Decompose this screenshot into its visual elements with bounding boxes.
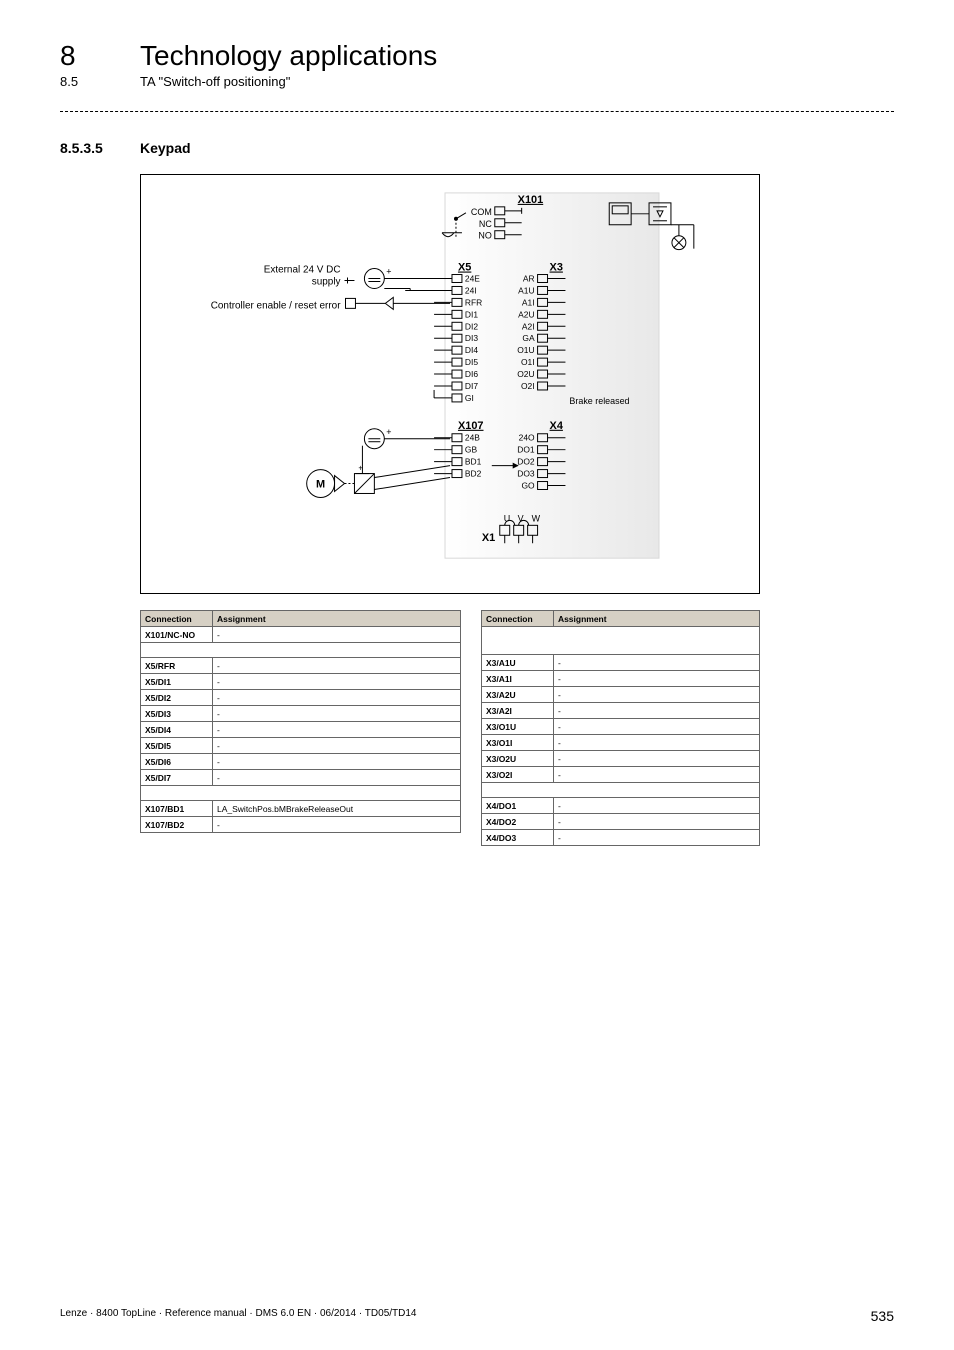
table-row: X3/O1U- [481, 719, 759, 735]
svg-text:Controller enable / reset erro: Controller enable / reset error [211, 300, 341, 311]
table-row: X101/NC-NO- [141, 627, 461, 643]
svg-text:A1U: A1U [518, 285, 534, 295]
connection-tables: Connection Assignment X101/NC-NO- X5/RFR… [140, 610, 760, 846]
svg-text:supply: supply [312, 276, 341, 287]
table-row: X5/RFR- [141, 658, 461, 674]
svg-text:GA: GA [522, 333, 535, 343]
subsection-number: 8.5.3.5 [60, 140, 140, 156]
subsection-header: 8.5.3.5 Keypad [60, 140, 894, 156]
svg-text:BD1: BD1 [465, 457, 482, 467]
table-row: X3/A1U- [481, 655, 759, 671]
th-connection: Connection [141, 611, 213, 627]
table-row: X3/A2U- [481, 687, 759, 703]
svg-text:DO3: DO3 [517, 469, 535, 479]
svg-text:NO: NO [478, 231, 491, 241]
section-title: TA "Switch-off positioning" [140, 74, 290, 89]
svg-text:NC: NC [479, 219, 492, 229]
page-footer: Lenze · 8400 TopLine · Reference manual … [60, 1308, 894, 1324]
svg-text:X107: X107 [458, 420, 484, 432]
svg-text:24O: 24O [519, 433, 535, 443]
svg-text:Brake released: Brake released [569, 396, 629, 406]
svg-text:24I: 24I [465, 285, 477, 295]
right-table: Connection Assignment X3/A1U-X3/A1I-X3/A… [481, 610, 760, 846]
svg-text:O2U: O2U [517, 369, 534, 379]
table-row: X4/DO1- [481, 798, 759, 814]
chapter-title: Technology applications [140, 40, 437, 72]
svg-text:X4: X4 [550, 420, 564, 432]
svg-text:GI: GI [465, 393, 474, 403]
svg-text:X3: X3 [550, 262, 563, 274]
svg-text:External 24 V DC: External 24 V DC [264, 265, 341, 276]
svg-text:A1I: A1I [522, 297, 535, 307]
svg-text:DO1: DO1 [517, 445, 535, 455]
table-row: X107/BD2- [141, 817, 461, 833]
svg-text:DI3: DI3 [465, 333, 478, 343]
svg-text:O2I: O2I [521, 381, 535, 391]
svg-text:+: + [386, 267, 391, 277]
chapter-number: 8 [60, 40, 140, 72]
svg-text:DI5: DI5 [465, 357, 478, 367]
svg-text:DI4: DI4 [465, 345, 478, 355]
svg-text:X5: X5 [458, 262, 471, 274]
svg-text:DO2: DO2 [517, 457, 535, 467]
svg-text:24B: 24B [465, 433, 480, 443]
svg-text:BD2: BD2 [465, 469, 482, 479]
section-number: 8.5 [60, 74, 140, 89]
svg-text:A2U: A2U [518, 309, 534, 319]
th-connection: Connection [481, 611, 553, 627]
svg-text:M: M [316, 479, 325, 491]
th-assignment: Assignment [553, 611, 759, 627]
table-row: X5/DI1- [141, 674, 461, 690]
svg-text:O1I: O1I [521, 357, 535, 367]
svg-text:DI7: DI7 [465, 381, 478, 391]
subsection-title: Keypad [140, 140, 191, 156]
svg-text:W: W [532, 513, 541, 523]
svg-text:U: U [504, 513, 510, 523]
svg-text:DI6: DI6 [465, 369, 478, 379]
table-row: X5/DI6- [141, 754, 461, 770]
section-header: 8.5 TA "Switch-off positioning" [60, 74, 894, 89]
svg-text:GB: GB [465, 445, 478, 455]
svg-text:+: + [358, 464, 363, 473]
table-row: X3/O2I- [481, 767, 759, 783]
table-row: X5/DI4- [141, 722, 461, 738]
table-row: X3/O1I- [481, 735, 759, 751]
svg-text:AR: AR [523, 273, 535, 283]
table-row: X107/BD1LA_SwitchPos.bMBrakeReleaseOut [141, 801, 461, 817]
svg-text:+: + [386, 427, 391, 437]
label-x101: X101 [518, 194, 544, 206]
page-number: 535 [871, 1308, 894, 1324]
left-table: Connection Assignment X101/NC-NO- X5/RFR… [140, 610, 461, 833]
table-row: X3/A1I- [481, 671, 759, 687]
table-row: X3/O2U- [481, 751, 759, 767]
svg-text:X1: X1 [482, 532, 495, 544]
table-row: X5/DI3- [141, 706, 461, 722]
table-row: X5/DI7- [141, 770, 461, 786]
svg-text:24E: 24E [465, 273, 480, 283]
svg-text:DI1: DI1 [465, 309, 478, 319]
table-row: X4/DO2- [481, 814, 759, 830]
wiring-diagram: X101 COM NC NO External 24 V DC supply [140, 174, 760, 594]
footer-text: Lenze · 8400 TopLine · Reference manual … [60, 1308, 417, 1324]
table-row: X4/DO3- [481, 830, 759, 846]
separator-line [60, 111, 894, 112]
svg-text:O1U: O1U [517, 345, 534, 355]
table-row: X5/DI5- [141, 738, 461, 754]
svg-text:DI2: DI2 [465, 321, 478, 331]
th-assignment: Assignment [213, 611, 461, 627]
svg-text:GO: GO [521, 481, 535, 491]
table-row: X3/A2I- [481, 703, 759, 719]
svg-text:COM: COM [471, 207, 492, 217]
table-row: X5/DI2- [141, 690, 461, 706]
svg-text:RFR: RFR [465, 297, 482, 307]
svg-text:A2I: A2I [522, 321, 535, 331]
chapter-header: 8 Technology applications [60, 40, 894, 72]
